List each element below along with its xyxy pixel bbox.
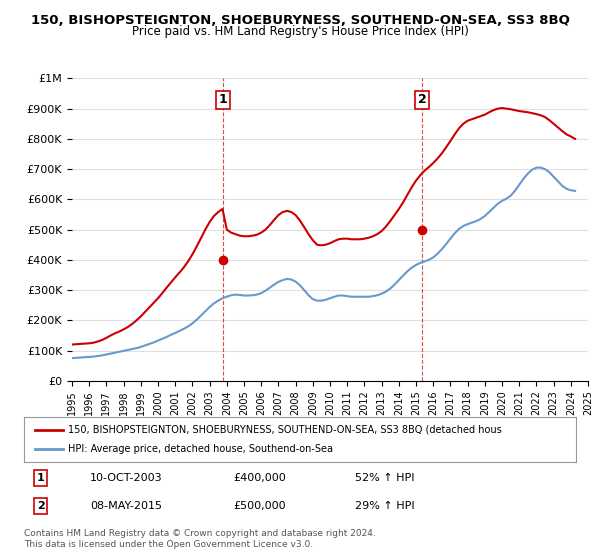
Text: Contains HM Land Registry data © Crown copyright and database right 2024.
This d: Contains HM Land Registry data © Crown c… [24, 529, 376, 549]
Text: 52% ↑ HPI: 52% ↑ HPI [355, 473, 415, 483]
Text: 150, BISHOPSTEIGNTON, SHOEBURYNESS, SOUTHEND-ON-SEA, SS3 8BQ (detached hous: 150, BISHOPSTEIGNTON, SHOEBURYNESS, SOUT… [68, 424, 502, 435]
Text: 08-MAY-2015: 08-MAY-2015 [90, 501, 162, 511]
Text: 2: 2 [418, 93, 427, 106]
Text: £500,000: £500,000 [234, 501, 286, 511]
Text: 10-OCT-2003: 10-OCT-2003 [90, 473, 163, 483]
Text: 29% ↑ HPI: 29% ↑ HPI [355, 501, 415, 511]
Text: 2: 2 [37, 501, 44, 511]
Text: 150, BISHOPSTEIGNTON, SHOEBURYNESS, SOUTHEND-ON-SEA, SS3 8BQ: 150, BISHOPSTEIGNTON, SHOEBURYNESS, SOUT… [31, 14, 569, 27]
Text: HPI: Average price, detached house, Southend-on-Sea: HPI: Average price, detached house, Sout… [68, 445, 333, 455]
Text: £400,000: £400,000 [234, 473, 287, 483]
Text: 1: 1 [37, 473, 44, 483]
Text: Price paid vs. HM Land Registry's House Price Index (HPI): Price paid vs. HM Land Registry's House … [131, 25, 469, 38]
Text: 1: 1 [218, 93, 227, 106]
